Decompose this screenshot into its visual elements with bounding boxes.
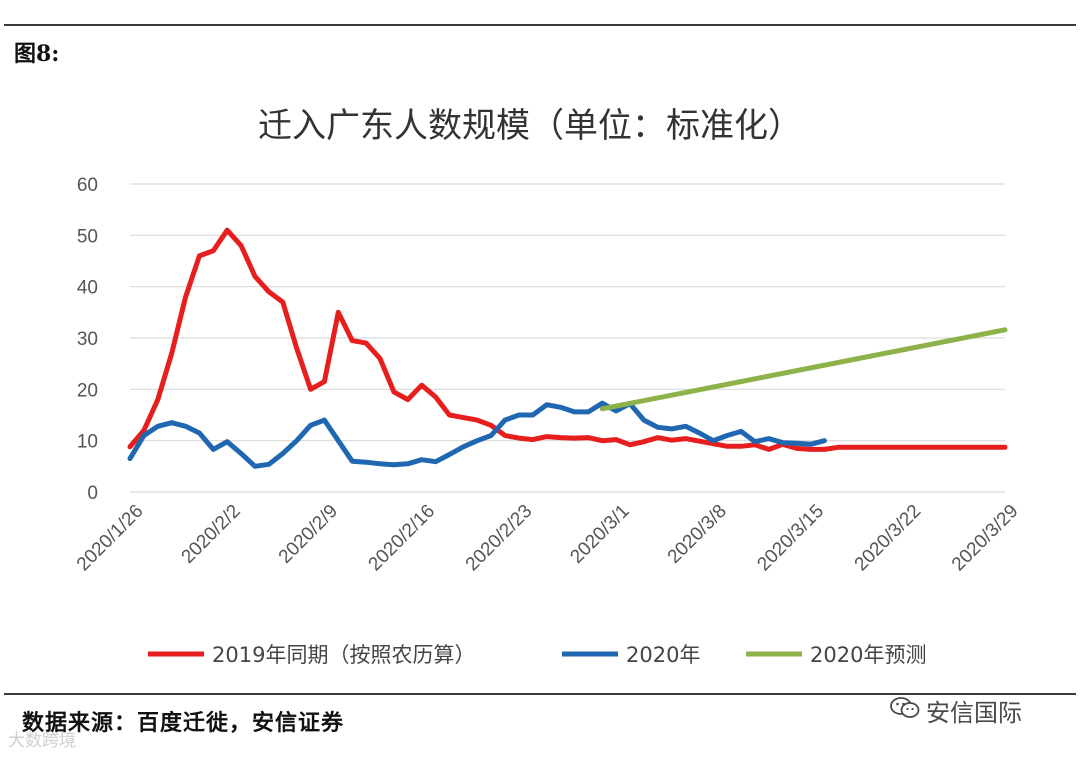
x-tick-label: 2020/3/1: [566, 501, 633, 568]
x-tick-label: 2020/2/16: [365, 501, 440, 576]
legend-label-1: 2019年同期（按照农历算）: [212, 643, 475, 667]
x-tick-label: 2020/2/2: [178, 501, 245, 568]
x-tick-label: 2020/3/15: [753, 501, 828, 576]
series-line-2: [127, 400, 827, 469]
source-note: 数据来源：百度迁徙，安信证券: [22, 710, 345, 736]
line-chart: 迁入广东人数规模（单位：标准化） 0 10 20 30 40 50 60 2020/1/26 20…: [73, 106, 1023, 667]
watermark-right-text: 安信国际: [926, 699, 1022, 727]
x-tick-label: 2020/3/8: [664, 501, 731, 568]
figure-label: 图8:: [14, 41, 60, 67]
bottom-rule: [4, 693, 1076, 695]
legend-label-2: 2020年: [626, 643, 700, 667]
x-tick-label: 2020/1/26: [73, 501, 148, 576]
y-tick-label: 30: [77, 329, 98, 350]
series-line-1: [127, 227, 1008, 452]
wechat-icon: [890, 696, 920, 726]
y-tick-label: 10: [77, 432, 98, 453]
top-rule: [4, 24, 1076, 26]
watermark-left: 大数跨境: [8, 731, 76, 751]
y-tick-label: 0: [87, 483, 98, 504]
legend-label-3: 2020年预测: [810, 643, 926, 667]
y-tick-label: 20: [77, 380, 98, 401]
x-tick-label: 2020/2/23: [462, 501, 537, 576]
x-tick-label: 2020/2/9: [275, 501, 342, 568]
x-tick-label: 2020/3/22: [851, 501, 926, 576]
y-tick-label: 40: [77, 278, 98, 299]
y-tick-label: 60: [77, 175, 98, 196]
watermark-right: 安信国际: [890, 693, 1022, 728]
chart-title: 迁入广东人数规模（单位：标准化）: [258, 106, 802, 146]
x-tick-label: 2020/3/29: [948, 501, 1023, 576]
y-tick-label: 50: [77, 226, 98, 247]
series-line-3: [599, 327, 1008, 412]
